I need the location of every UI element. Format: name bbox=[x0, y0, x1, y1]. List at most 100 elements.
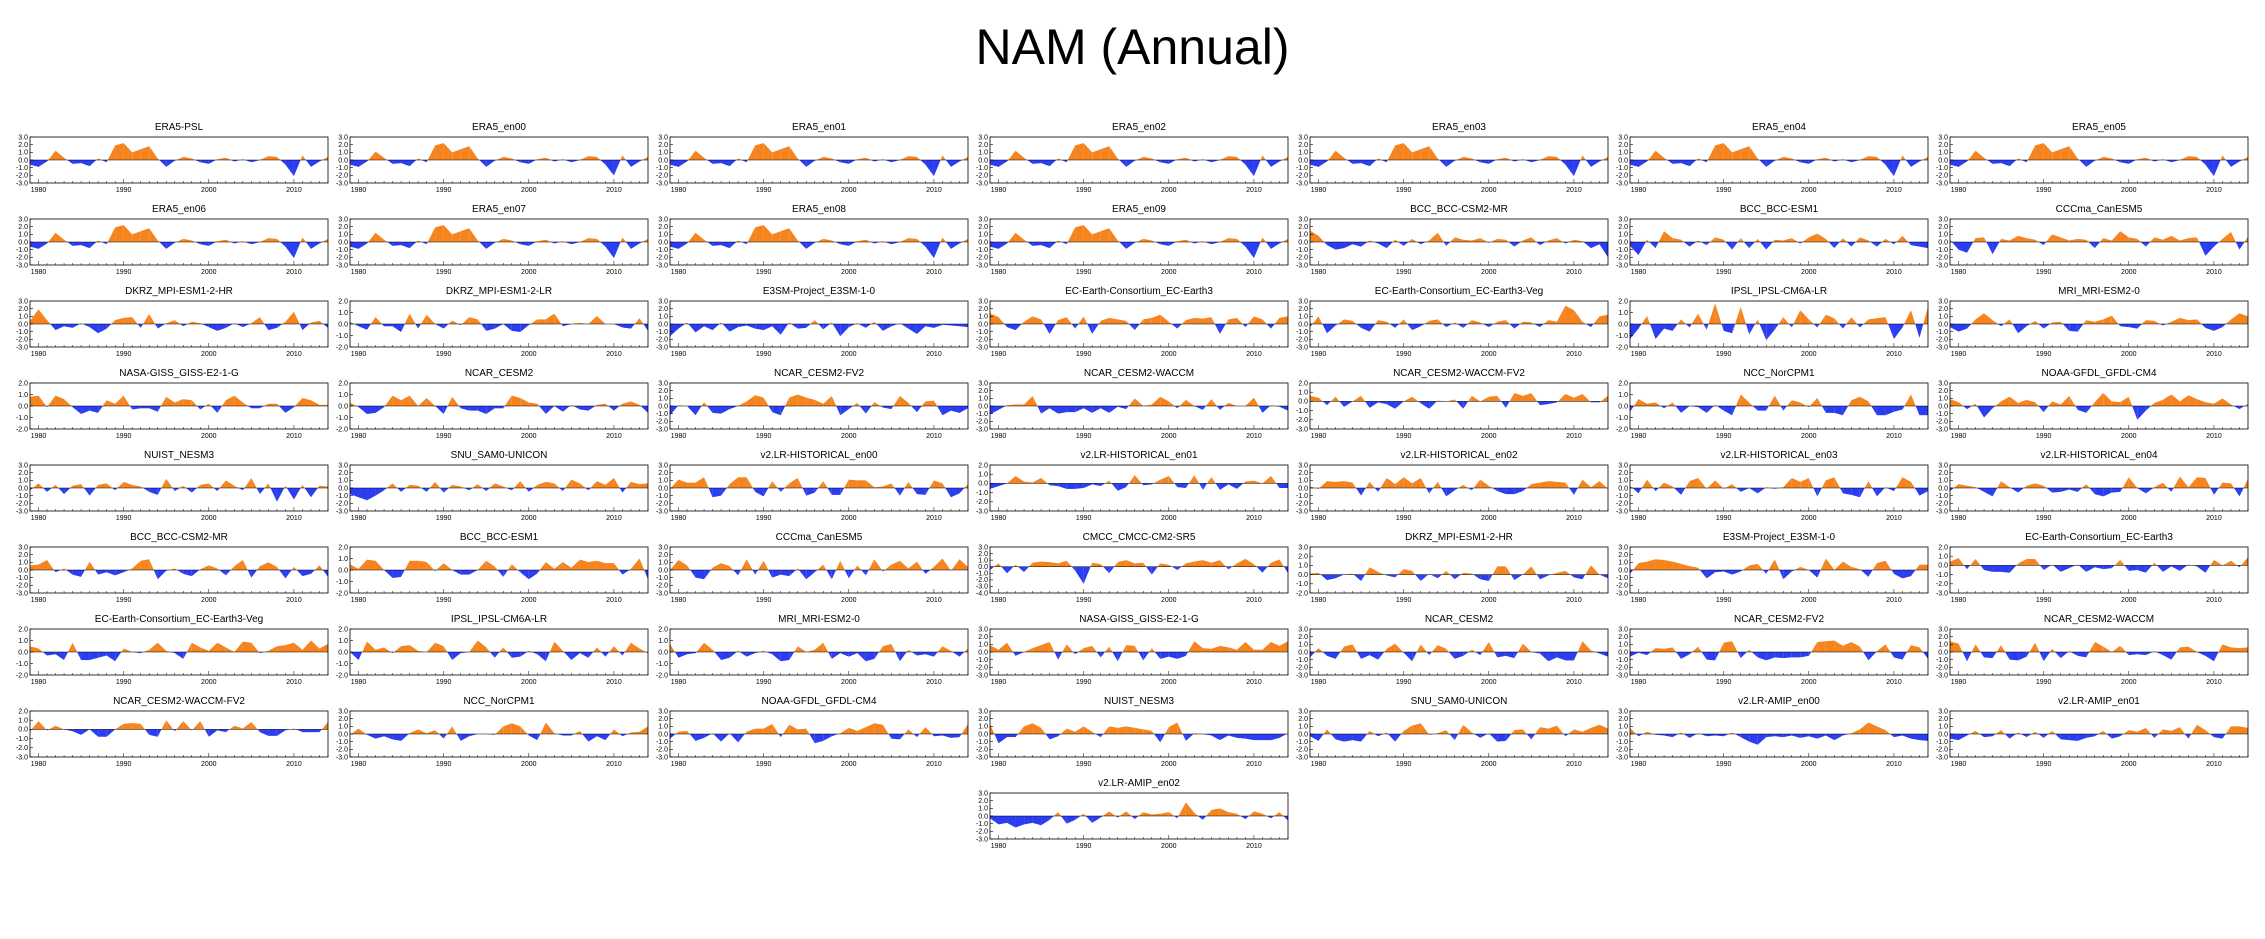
x-tick-label: 1990 bbox=[2036, 433, 2052, 440]
negative-area bbox=[1075, 406, 1084, 413]
y-tick-label: 3.0 bbox=[1298, 298, 1308, 305]
positive-area bbox=[409, 395, 419, 406]
positive-area bbox=[2128, 477, 2138, 488]
negative-area bbox=[2077, 324, 2084, 332]
positive-area bbox=[624, 642, 631, 652]
y-tick-label: 1.0 bbox=[338, 310, 348, 317]
negative-area bbox=[1347, 160, 1353, 164]
negative-area bbox=[1759, 160, 1767, 167]
y-tick-label: -3.0 bbox=[1936, 508, 1948, 515]
y-tick-label: 0.0 bbox=[978, 321, 988, 328]
positive-area bbox=[208, 565, 218, 570]
x-tick-label: 2010 bbox=[606, 187, 622, 194]
positive-area bbox=[2035, 558, 2041, 566]
y-tick-label: 0.0 bbox=[978, 649, 988, 656]
negative-area bbox=[1279, 406, 1288, 411]
positive-area bbox=[1139, 319, 1144, 324]
x-tick-label: 1980 bbox=[1951, 597, 1967, 604]
negative-area bbox=[1976, 406, 1985, 418]
positive-area bbox=[123, 317, 133, 324]
y-tick-label: -2.0 bbox=[336, 426, 348, 433]
negative-area bbox=[2103, 565, 2112, 570]
positive-area bbox=[2099, 238, 2104, 242]
chart-panel: EC-Earth-Consortium_EC-Earth3 2.0 1.0 0.0 -1… bbox=[1936, 530, 2256, 604]
x-tick-label: 2010 bbox=[2206, 351, 2222, 358]
negative-area bbox=[481, 324, 487, 331]
positive-area bbox=[2009, 235, 2019, 242]
negative-area bbox=[1759, 324, 1767, 341]
positive-area bbox=[1344, 319, 1353, 324]
y-tick-label: 2.0 bbox=[978, 551, 988, 558]
negative-area bbox=[64, 652, 69, 661]
positive-area bbox=[1885, 238, 1891, 242]
negative-area bbox=[1630, 570, 1634, 574]
positive-area bbox=[823, 156, 832, 160]
positive-area bbox=[596, 156, 601, 160]
y-tick-label: 3.0 bbox=[1298, 216, 1308, 223]
y-tick-label: -2.0 bbox=[656, 419, 668, 426]
positive-area bbox=[200, 647, 209, 652]
negative-area bbox=[1963, 406, 1968, 410]
positive-area bbox=[528, 402, 538, 406]
positive-area bbox=[1236, 238, 1241, 242]
negative-area bbox=[1398, 242, 1404, 246]
positive-area bbox=[2009, 319, 2013, 324]
positive-area bbox=[123, 648, 133, 652]
positive-area bbox=[208, 483, 214, 488]
negative-area bbox=[67, 160, 73, 164]
negative-area bbox=[123, 570, 129, 573]
negative-area bbox=[285, 242, 294, 259]
positive-area bbox=[1685, 481, 1690, 488]
negative-area bbox=[738, 570, 741, 576]
positive-area bbox=[1151, 396, 1161, 406]
positive-area bbox=[688, 150, 696, 160]
positive-area bbox=[2196, 319, 2202, 324]
negative-area bbox=[1146, 566, 1152, 575]
negative-area bbox=[322, 570, 328, 577]
positive-area bbox=[1245, 397, 1254, 406]
positive-area bbox=[1128, 475, 1135, 484]
negative-area bbox=[2140, 242, 2146, 247]
negative-area bbox=[916, 488, 926, 495]
y-tick-label: -1.0 bbox=[1296, 247, 1308, 254]
positive-area bbox=[418, 397, 427, 406]
positive-area bbox=[857, 565, 862, 570]
positive-area bbox=[486, 647, 491, 652]
y-tick-label: -2.0 bbox=[16, 255, 28, 262]
positive-area bbox=[1791, 478, 1801, 488]
negative-area bbox=[251, 570, 258, 578]
negative-area bbox=[827, 488, 832, 495]
y-tick-label: -3.0 bbox=[976, 262, 988, 269]
positive-area bbox=[1267, 562, 1271, 567]
positive-area bbox=[405, 484, 410, 488]
negative-area bbox=[2156, 565, 2163, 572]
y-tick-label: -1.0 bbox=[1616, 415, 1628, 422]
positive-area bbox=[1058, 240, 1062, 242]
negative-area bbox=[876, 324, 883, 331]
negative-area bbox=[840, 406, 849, 416]
negative-area bbox=[2077, 406, 2087, 413]
negative-area bbox=[296, 570, 303, 577]
negative-area bbox=[579, 652, 589, 658]
negative-area bbox=[174, 652, 184, 659]
y-tick-label: 2.0 bbox=[1618, 552, 1628, 559]
positive-area bbox=[1083, 645, 1093, 652]
negative-area bbox=[1638, 242, 1646, 256]
panel-title: NCC_NorCPM1 bbox=[1743, 368, 1815, 379]
negative-area bbox=[426, 242, 428, 245]
x-tick-label: 1980 bbox=[991, 597, 1007, 604]
positive-area bbox=[1211, 399, 1217, 406]
x-tick-label: 1980 bbox=[351, 679, 367, 686]
panel-title: IPSL_IPSL-CM6A-LR bbox=[1731, 286, 1827, 297]
positive-area bbox=[1791, 238, 1798, 242]
negative-area bbox=[1570, 574, 1574, 578]
negative-area bbox=[1851, 242, 1856, 247]
negative-area bbox=[409, 160, 417, 167]
positive-area bbox=[2114, 559, 2121, 566]
positive-area bbox=[695, 150, 705, 160]
negative-area bbox=[2062, 324, 2070, 331]
negative-area bbox=[2118, 324, 2121, 327]
positive-area bbox=[1984, 237, 1987, 242]
chart-panel: BCC_BCC-ESM1 3.0 2.0 1.0 0.0 -1.0 -2.0 -3.0 1980… bbox=[1616, 202, 1936, 276]
